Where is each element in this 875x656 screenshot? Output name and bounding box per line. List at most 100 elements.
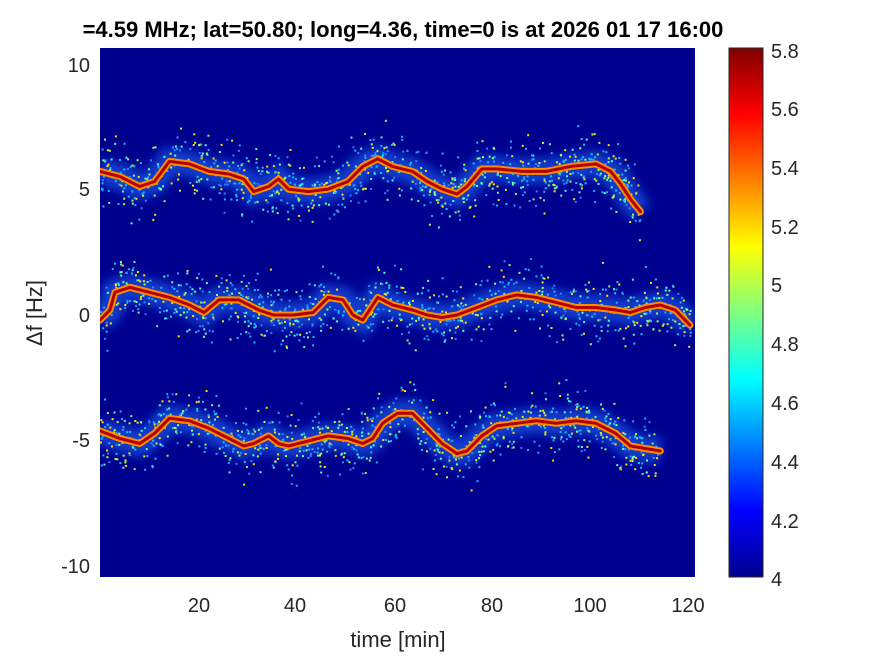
speckle-point [154,457,157,460]
speckle-point [128,452,131,455]
speckle-point [210,186,213,189]
speckle-point [427,307,430,310]
speckle-point [540,274,543,277]
speckle-point [162,413,165,416]
speckle-point [504,188,507,191]
speckle-point [277,192,280,195]
speckle-point [446,476,448,479]
speckle-point [320,283,323,286]
speckle-point [123,142,126,145]
speckle-point [560,154,563,157]
speckle-point [621,173,624,176]
speckle-point [332,161,335,164]
speckle-point [174,427,177,429]
speckle-point [575,182,578,184]
speckle-point [649,311,652,314]
speckle-point [288,305,291,308]
speckle-point [360,411,363,414]
speckle-point [370,446,373,449]
speckle-point [539,327,541,330]
speckle-point [615,210,618,213]
speckle-point [615,189,618,192]
speckle-point [519,206,522,209]
speckle-point [326,324,329,327]
speckle-point [284,176,287,179]
speckle-point [451,424,454,427]
speckle-point [489,316,492,319]
speckle-point [223,161,226,164]
speckle-point [139,298,142,301]
colorbar-frame [728,47,764,578]
speckle-point [390,143,393,146]
speckle-point [119,308,122,311]
speckle-point [272,466,275,469]
speckle-point [131,164,134,167]
speckle-point [433,193,436,195]
speckle-point [432,307,435,310]
speckle-point [188,328,191,331]
speckle-point [627,325,630,328]
speckle-point [240,294,243,296]
speckle-point [624,448,627,451]
speckle-point [617,174,620,177]
speckle-point [534,300,537,303]
speckle-point [371,329,373,332]
speckle-point [537,164,540,167]
speckle-point [463,163,466,166]
speckle-point [371,424,374,427]
speckle-point [148,420,150,423]
speckle-point [645,297,648,300]
speckle-point [402,287,405,289]
speckle-point [360,412,363,415]
speckle-point [402,150,405,153]
speckle-point [183,293,186,296]
speckle-point [226,289,229,292]
speckle-point [195,418,198,421]
speckle-point [297,320,300,323]
speckle-point [301,182,304,185]
speckle-point [357,152,360,155]
speckle-point [330,430,333,433]
speckle-point [171,393,174,396]
speckle-point [494,305,497,308]
colorbar-tick-label: 4 [771,569,782,591]
speckle-point [122,426,125,428]
speckle-point [392,142,395,145]
speckle-point [370,143,373,146]
speckle-point [201,301,204,304]
speckle-point [273,324,275,326]
speckle-point [404,390,406,392]
speckle-point [454,331,457,334]
speckle-point [579,196,582,199]
speckle-point [243,483,246,486]
speckle-point [341,203,344,206]
speckle-point [218,447,221,450]
speckle-point [229,282,232,285]
speckle-point [311,199,314,202]
speckle-point [507,445,509,448]
speckle-point [577,439,580,442]
speckle-point [439,320,442,323]
speckle-point [578,191,581,194]
speckle-point [221,446,224,449]
speckle-point [459,316,462,319]
speckle-point [656,286,659,289]
speckle-point [624,327,627,330]
speckle-point [326,474,329,477]
speckle-point [645,312,648,315]
speckle-point [631,460,634,463]
speckle-point [297,199,300,202]
speckle-point [309,454,312,457]
speckle-point [528,200,531,202]
speckle-point [220,184,222,187]
speckle-point [600,325,603,328]
speckle-point [580,450,583,453]
speckle-point [317,412,320,415]
speckle-point [376,150,379,153]
speckle-point [454,177,456,179]
speckle-point [266,165,269,168]
speckle-point [520,436,523,439]
speckle-point [503,260,506,263]
speckle-point [565,170,568,173]
speckle-point [248,472,251,475]
